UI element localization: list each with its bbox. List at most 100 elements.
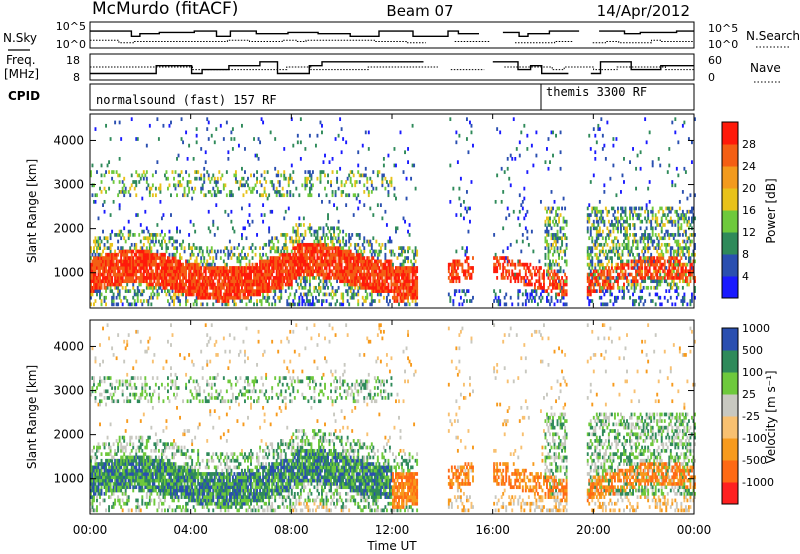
heatmap-cell bbox=[115, 285, 118, 290]
heatmap-cell bbox=[203, 256, 206, 260]
heatmap-cell bbox=[550, 289, 553, 293]
heatmap-cell bbox=[272, 246, 275, 250]
heatmap-cell bbox=[381, 176, 384, 181]
heatmap-cell bbox=[157, 292, 160, 297]
heatmap-cell bbox=[620, 190, 622, 194]
heatmap-cell bbox=[103, 209, 106, 214]
heatmap-cell bbox=[609, 292, 612, 297]
heatmap-cell bbox=[136, 289, 139, 293]
heatmap-cell bbox=[352, 295, 355, 300]
heatmap-cell bbox=[635, 276, 638, 280]
heatmap-cell bbox=[384, 186, 387, 191]
heatmap-cell bbox=[93, 183, 95, 188]
heatmap-cell bbox=[194, 285, 197, 290]
heatmap-cell bbox=[102, 259, 104, 264]
heatmap-cell bbox=[597, 242, 600, 247]
heatmap-cell bbox=[188, 173, 191, 178]
heatmap-cell bbox=[151, 256, 154, 260]
heatmap-cell bbox=[398, 246, 400, 250]
heatmap-cell bbox=[230, 219, 233, 224]
heatmap-cell bbox=[123, 269, 126, 274]
heatmap-cell bbox=[100, 262, 103, 267]
heatmap-cell bbox=[360, 249, 363, 254]
heatmap-cell bbox=[346, 249, 349, 254]
heatmap-cell bbox=[672, 249, 675, 254]
heatmap-cell bbox=[106, 236, 109, 241]
heatmap-cell bbox=[283, 170, 286, 174]
heatmap-cell bbox=[355, 282, 358, 287]
heatmap-cell bbox=[589, 289, 592, 293]
heatmap-cell bbox=[142, 259, 145, 264]
heatmap-cell bbox=[272, 282, 275, 287]
heatmap-cell bbox=[123, 259, 126, 264]
heatmap-cell bbox=[286, 259, 289, 264]
heatmap-cell bbox=[453, 269, 456, 274]
heatmap-cell bbox=[620, 226, 622, 231]
heatmap-cell bbox=[337, 252, 340, 257]
heatmap-cell bbox=[363, 249, 366, 254]
heatmap-cell bbox=[213, 180, 216, 184]
heatmap-cell bbox=[290, 236, 293, 241]
heatmap-cell bbox=[230, 256, 233, 260]
heatmap-cell bbox=[308, 193, 311, 198]
heatmap-cell bbox=[559, 166, 562, 171]
heatmap-cell bbox=[606, 120, 609, 125]
heatmap-cell bbox=[259, 279, 262, 284]
heatmap-cell bbox=[147, 285, 150, 290]
heatmap-cell bbox=[284, 269, 287, 274]
heatmap-cell bbox=[228, 193, 231, 198]
heatmap-cell bbox=[213, 249, 216, 254]
heatmap-cell bbox=[680, 276, 683, 280]
heatmap-cell bbox=[250, 279, 252, 284]
heatmap-cell bbox=[413, 163, 416, 168]
heatmap-cell bbox=[207, 176, 210, 181]
heatmap-cell bbox=[342, 299, 345, 303]
heatmap-cell bbox=[470, 180, 473, 184]
heatmap-cell bbox=[272, 183, 275, 188]
heatmap-cell bbox=[197, 285, 200, 290]
heatmap-cell bbox=[327, 216, 329, 221]
heatmap-cell bbox=[552, 242, 554, 247]
heatmap-cell bbox=[165, 242, 168, 247]
heatmap-cell bbox=[305, 262, 308, 267]
heatmap-cell bbox=[295, 289, 298, 293]
heatmap-cell bbox=[535, 130, 538, 135]
heatmap-cell bbox=[385, 279, 388, 284]
heatmap-cell bbox=[250, 269, 252, 274]
heatmap-cell bbox=[636, 282, 639, 287]
heatmap-cell bbox=[318, 239, 320, 244]
heatmap-cell bbox=[627, 266, 630, 270]
heatmap-cell bbox=[292, 269, 295, 274]
heatmap-cell bbox=[346, 289, 349, 293]
heatmap-cell bbox=[136, 249, 139, 254]
heatmap-cell bbox=[296, 266, 299, 270]
heatmap-cell bbox=[322, 279, 325, 284]
heatmap-cell bbox=[351, 292, 354, 297]
heatmap-cell bbox=[138, 256, 141, 260]
heatmap-cell bbox=[352, 173, 355, 178]
heatmap-cell bbox=[157, 279, 160, 284]
heatmap-cell bbox=[588, 289, 591, 293]
freq-unit-label: [MHz] bbox=[4, 67, 39, 81]
heatmap-cell bbox=[167, 176, 169, 181]
heatmap-cell bbox=[407, 289, 410, 293]
heatmap-cell bbox=[251, 256, 254, 260]
heatmap-cell bbox=[269, 289, 272, 293]
heatmap-cell bbox=[348, 256, 351, 260]
heatmap-cell bbox=[357, 206, 360, 211]
heatmap-cell bbox=[543, 289, 545, 293]
heatmap-cell bbox=[316, 176, 319, 181]
heatmap-cell bbox=[111, 242, 114, 247]
heatmap-cell bbox=[201, 186, 204, 191]
heatmap-cell bbox=[245, 276, 248, 280]
heatmap-cell bbox=[612, 229, 615, 234]
heatmap-cell bbox=[352, 259, 355, 264]
heatmap-cell bbox=[244, 292, 246, 297]
heatmap-cell bbox=[657, 269, 660, 274]
heatmap-cell bbox=[452, 186, 455, 191]
heatmap-cell bbox=[307, 269, 310, 274]
heatmap-cell bbox=[167, 279, 169, 284]
heatmap-cell bbox=[290, 249, 293, 254]
heatmap-cell bbox=[186, 193, 189, 198]
heatmap-cell bbox=[176, 276, 178, 280]
